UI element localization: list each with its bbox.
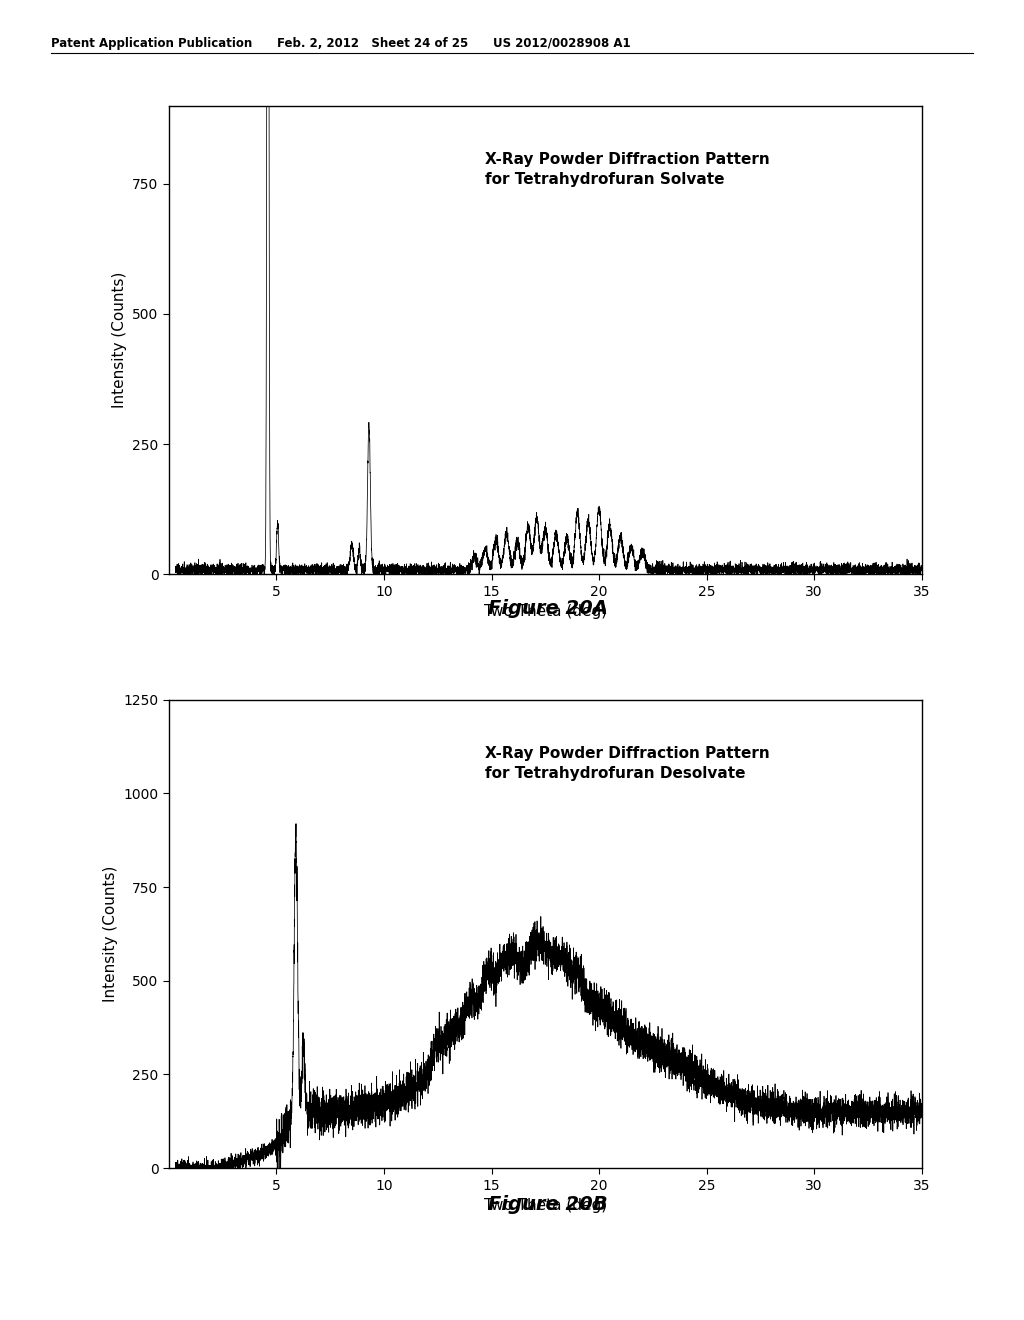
Text: X-Ray Powder Diffraction Pattern
for Tetrahydrofuran Desolvate: X-Ray Powder Diffraction Pattern for Tet… — [485, 747, 770, 781]
X-axis label: Two Theta (deg): Two Theta (deg) — [483, 605, 607, 619]
X-axis label: Two Theta (deg): Two Theta (deg) — [483, 1199, 607, 1213]
Text: X-Ray Powder Diffraction Pattern
for Tetrahydrofuran Solvate: X-Ray Powder Diffraction Pattern for Tet… — [485, 153, 770, 187]
Text: Figure 20A: Figure 20A — [487, 599, 608, 618]
Y-axis label: Intensity (Counts): Intensity (Counts) — [112, 272, 127, 408]
Text: Figure 20B: Figure 20B — [488, 1196, 607, 1214]
Y-axis label: Intensity (Counts): Intensity (Counts) — [102, 866, 118, 1002]
Text: Patent Application Publication      Feb. 2, 2012   Sheet 24 of 25      US 2012/0: Patent Application Publication Feb. 2, 2… — [51, 37, 631, 50]
